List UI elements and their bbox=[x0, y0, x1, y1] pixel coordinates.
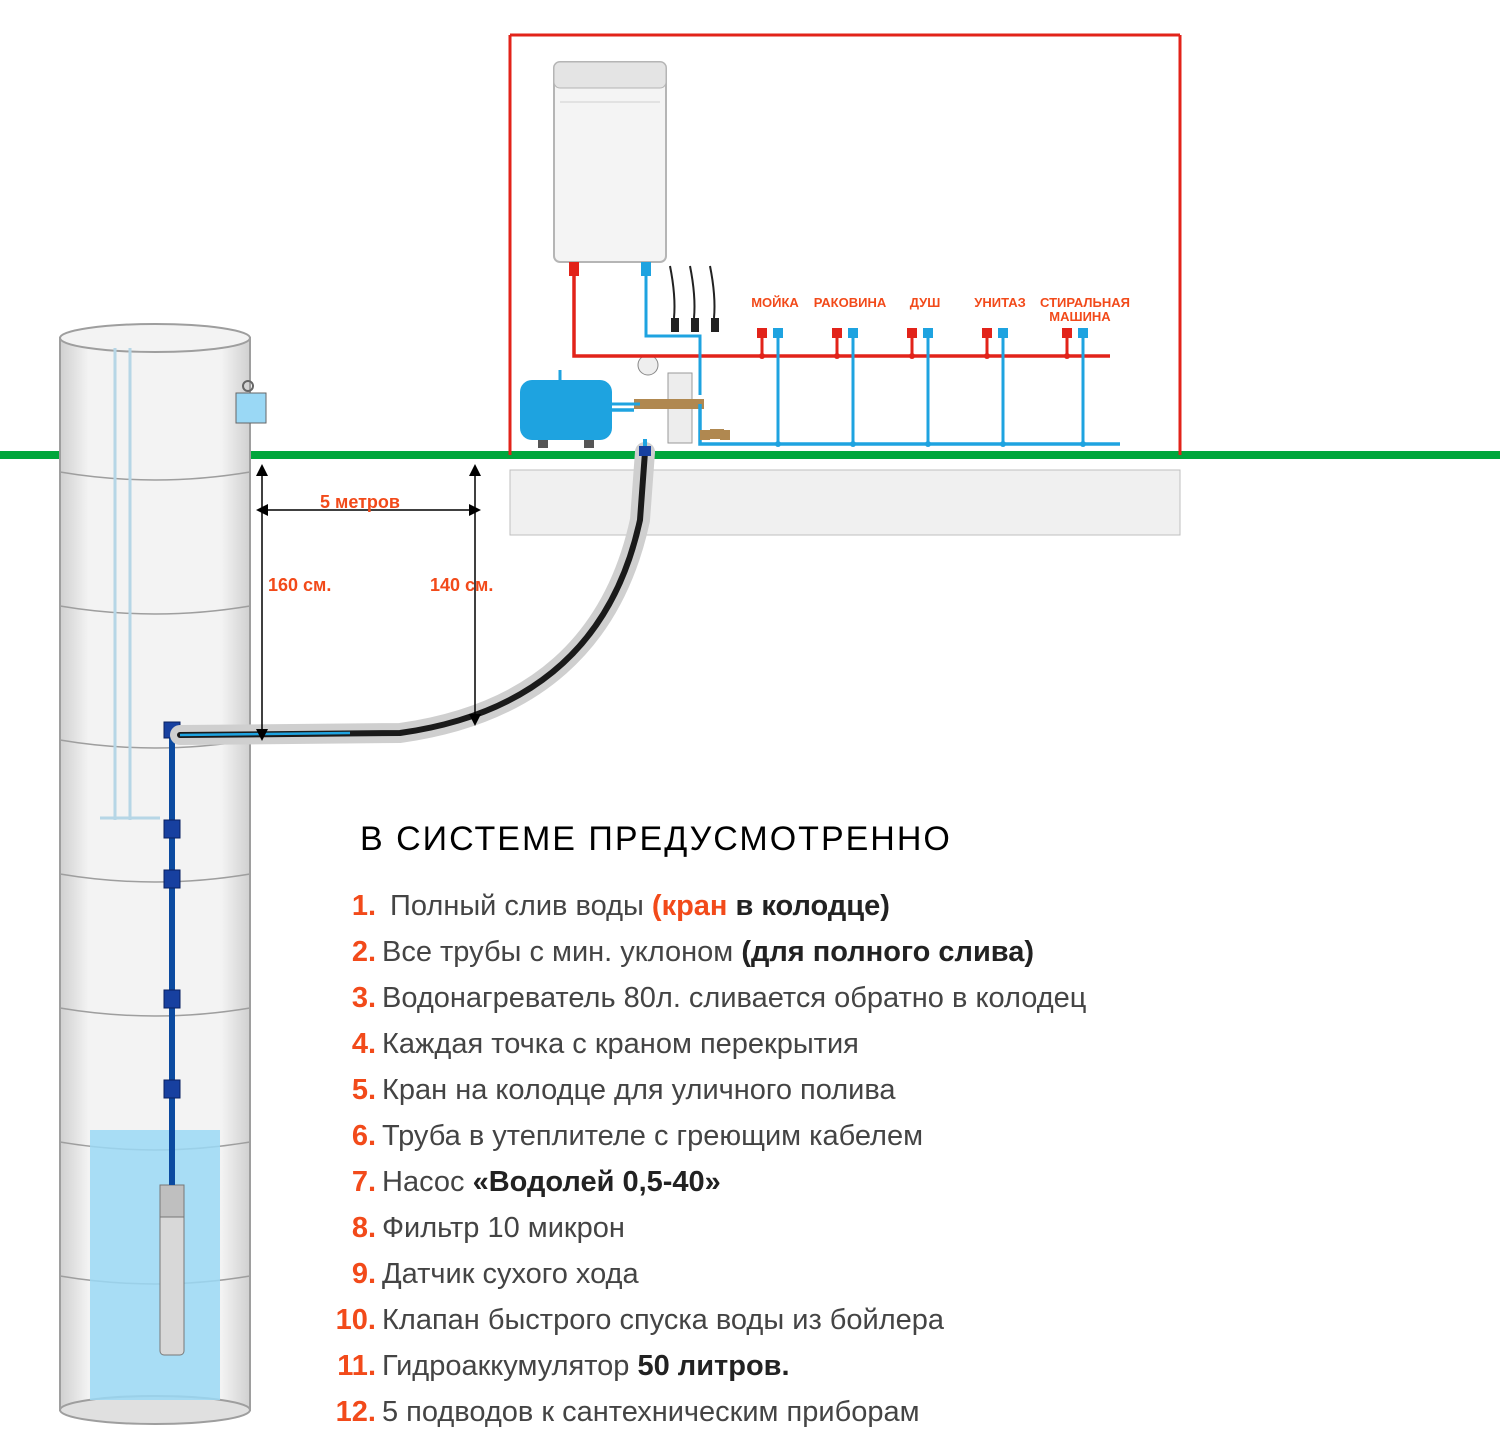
list-item: 7.Насос «Водолей 0,5-40» bbox=[330, 1159, 1330, 1205]
list-item: 3.Водонагреватель 80л. сливается обратно… bbox=[330, 975, 1330, 1021]
dim-depth-160: 160 см. bbox=[268, 575, 331, 596]
dim-distance: 5 метров bbox=[320, 492, 400, 513]
list-item: 12.5 подводов к сантехническим приборам bbox=[330, 1389, 1330, 1435]
list-item: 4.Каждая точка с краном перекрытия bbox=[330, 1021, 1330, 1067]
fixture-label: УНИТАЗ bbox=[960, 296, 1040, 310]
list-item: 5.Кран на колодце для уличного полива bbox=[330, 1067, 1330, 1113]
fixture-label: ДУШ bbox=[885, 296, 965, 310]
list-item: 9.Датчик сухого хода bbox=[330, 1251, 1330, 1297]
list-item: 8.Фильтр 10 микрон bbox=[330, 1205, 1330, 1251]
list-item: 1. Полный слив воды (кран в колодце) bbox=[330, 883, 1330, 929]
list-item: 2.Все трубы с мин. уклоном (для полного … bbox=[330, 929, 1330, 975]
list-title: В СИСТЕМЕ ПРЕДУСМОТРЕННО bbox=[360, 820, 1330, 859]
fixture-label: СТИРАЛЬНАЯМАШИНА bbox=[1040, 296, 1120, 324]
fixture-label: МОЙКА bbox=[735, 296, 815, 310]
list-item: 10.Клапан быстрого спуска воды из бойлер… bbox=[330, 1297, 1330, 1343]
fixture-label: РАКОВИНА bbox=[810, 296, 890, 310]
list-item: 6.Труба в утеплителе с греющим кабелем bbox=[330, 1113, 1330, 1159]
list-item: 11.Гидроаккумулятор 50 литров. bbox=[330, 1343, 1330, 1389]
feature-list: 1. Полный слив воды (кран в колодце)2.Вс… bbox=[330, 883, 1330, 1435]
dim-depth-140: 140 см. bbox=[430, 575, 493, 596]
